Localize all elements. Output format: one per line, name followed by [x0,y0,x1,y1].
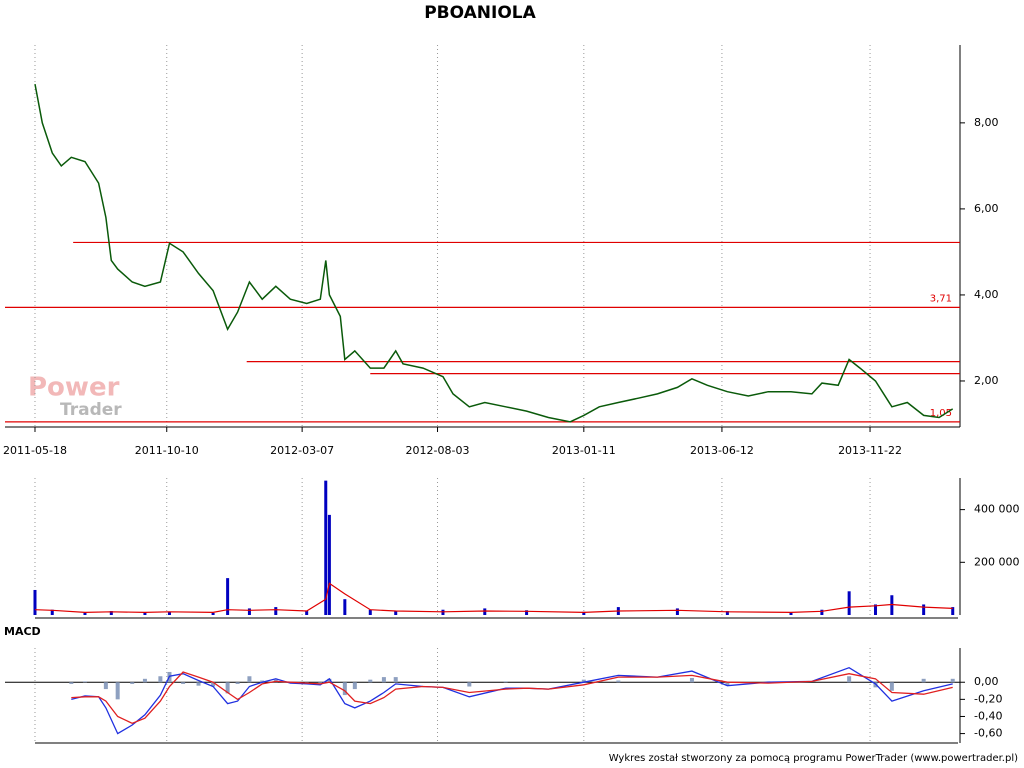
histogram-bar [689,677,694,683]
watermark: Trader [60,400,122,420]
histogram-bar [235,682,240,684]
volume-bar [211,612,215,615]
histogram-bar [211,682,216,687]
histogram-bar [158,676,163,683]
histogram-bar [352,682,357,690]
volume-bar [847,591,851,615]
volume-bar [324,480,328,615]
y-tick-label: 200 000 [974,555,1020,568]
volume-average [34,582,953,614]
histogram-bar [142,678,147,683]
volume-bar [789,612,793,615]
volume-bar [109,611,113,615]
y-tick-label: 6,00 [974,202,999,215]
y-tick-label: 0,00 [974,675,999,688]
volume-bar [247,608,251,615]
volume-bar [167,611,171,615]
reference-label: 3,71 [930,293,952,304]
histogram-bar [130,682,135,684]
x-tick-label: 2012-08-03 [406,444,470,457]
y-tick-label: 400 000 [974,503,1020,516]
histogram-bar [196,682,201,686]
watermark: Power [28,373,120,403]
y-tick-label: 2,00 [974,374,999,387]
x-tick-label: 2013-01-11 [552,444,616,457]
volume-bar [582,611,586,615]
histogram-bar [889,682,894,691]
histogram-bar [467,682,472,687]
histogram-bar [181,682,186,684]
histogram-bar [950,678,955,683]
volume-bar [922,604,926,615]
histogram-bar [69,682,74,684]
y-tick-label: -0,60 [974,727,1002,740]
volume-bar [951,607,955,615]
histogram-bar [103,682,108,690]
reference-label: 1,05 [930,408,952,419]
x-tick-label: 2013-11-22 [838,444,902,457]
x-tick-label: 2011-05-18 [3,444,67,457]
volume-bar [305,611,309,615]
histogram-bar [225,682,230,694]
macd-line [71,671,953,725]
histogram-bar [342,682,347,696]
x-tick-label: 2011-10-10 [135,444,199,457]
histogram-bar [921,678,926,683]
histogram-bar [393,677,398,683]
macd-line [71,666,953,735]
volume-bar [226,578,230,615]
volume-bar [483,608,487,615]
volume-bar [83,612,87,615]
volume-bar [33,589,37,615]
volume-bar [143,612,147,615]
volume-bar [50,609,54,615]
histogram-bar [327,678,332,683]
histogram-bar [847,676,852,683]
histogram-bar [368,679,373,683]
volume-bar [675,608,679,615]
histogram-bar [725,682,730,686]
histogram-bar [616,680,621,683]
histogram-bar [503,681,508,683]
histogram-bar [581,679,586,683]
footer: Wykres został stworzony za pomocą progra… [609,753,1018,764]
volume-bar [725,611,729,615]
y-tick-label: -0,40 [974,709,1002,722]
volume-bar [274,607,278,615]
chart-title: PBOANIOLA [424,3,536,23]
histogram-bar [318,682,323,684]
volume-bar [368,609,372,615]
histogram-bar [260,680,265,683]
volume-bar [525,610,529,615]
y-tick-label: -0,20 [974,692,1002,705]
histogram-bar [82,681,87,683]
volume-bar [343,599,347,615]
panel-title: MACD [4,625,41,638]
histogram-bar [247,676,252,683]
y-tick-label: 8,00 [974,116,999,129]
volume-bar [327,514,331,615]
volume-bar [394,611,398,615]
y-tick-label: 4,00 [974,288,999,301]
x-tick-label: 2013-06-12 [690,444,754,457]
volume-bar [890,595,894,615]
x-tick-label: 2012-03-07 [270,444,334,457]
price-line [34,83,954,423]
histogram-bar [115,682,120,700]
volume-bar [820,609,824,615]
histogram-bar [381,677,386,683]
volume-bar [873,604,877,615]
